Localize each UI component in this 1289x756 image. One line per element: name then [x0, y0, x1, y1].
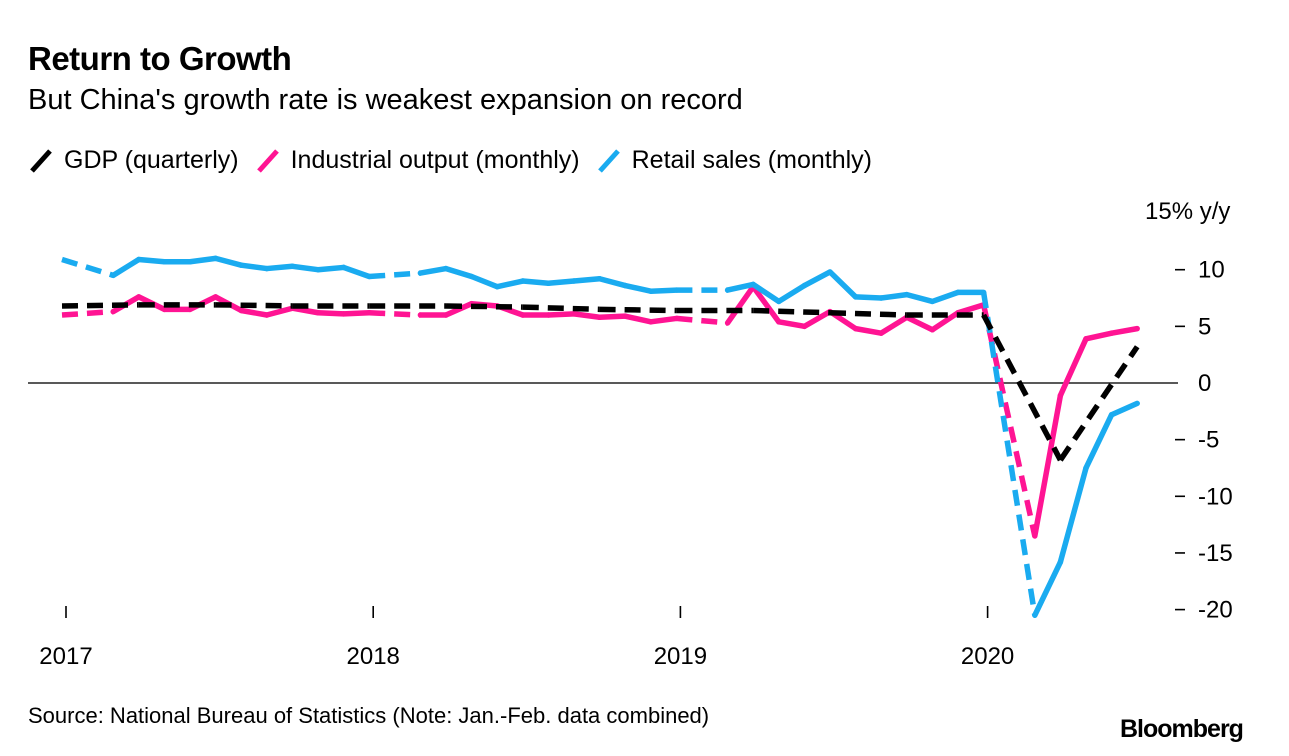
y-tick-label: -10 — [1198, 483, 1233, 510]
y-tick-label: 10 — [1198, 257, 1225, 284]
retail-segment — [61, 256, 115, 278]
retail-segment — [264, 263, 296, 272]
industrial-segment — [776, 319, 808, 330]
retail-segment — [1108, 400, 1140, 418]
industrial-segment — [622, 313, 654, 325]
retail-segment — [596, 276, 628, 289]
industrial-segment — [1032, 392, 1064, 539]
gdp-segment — [981, 313, 1063, 462]
gdp-segment — [445, 303, 523, 310]
y-tick-label: 0 — [1198, 370, 1211, 397]
gdp-segment — [599, 306, 677, 314]
industrial-segment — [676, 315, 728, 326]
legend-item-industrial: Industrial output (monthly) — [255, 144, 580, 176]
industrial-segment — [1057, 336, 1089, 399]
retail-segment — [238, 262, 270, 272]
y-tick-label: -15 — [1198, 540, 1233, 567]
retail-segment — [750, 281, 782, 305]
industrial-segment — [264, 305, 296, 318]
retail-segment — [289, 263, 321, 273]
retail-segment — [340, 264, 372, 280]
industrial-segment — [1108, 325, 1140, 336]
source-note: Source: National Bureau of Statistics (N… — [28, 703, 710, 728]
gdp-segment — [522, 304, 600, 313]
retail-segment — [369, 270, 421, 280]
x-tick-label: 2020 — [961, 643, 1014, 670]
industrial-segment — [929, 310, 961, 333]
industrial-segment — [596, 313, 628, 321]
industrial-segment — [315, 310, 347, 317]
industrial-segment — [369, 310, 421, 318]
industrial-segment — [648, 315, 680, 325]
retail-segment — [187, 255, 219, 265]
retail-segment — [494, 278, 526, 290]
retail-segment — [520, 278, 552, 287]
retail-segment — [545, 278, 577, 287]
industrial-segment — [878, 314, 910, 336]
legend-swatch-gdp — [30, 149, 52, 173]
chart-subtitle: But China's growth rate is weakest expan… — [28, 84, 743, 116]
industrial-segment — [980, 304, 1038, 537]
retail-segment — [1057, 465, 1089, 565]
industrial-segment — [61, 308, 114, 318]
bloomberg-logo: Bloomberg — [1120, 715, 1244, 743]
industrial-segment — [571, 311, 603, 321]
retail-segment — [417, 265, 449, 276]
legend-swatch-industrial — [256, 149, 279, 173]
industrial-segment — [340, 310, 372, 317]
retail-segment — [212, 255, 244, 268]
retail-segment — [648, 287, 680, 294]
gdp-segment — [61, 302, 139, 309]
industrial-segment — [904, 314, 936, 333]
retail-segment — [110, 256, 142, 279]
industrial-segment — [724, 283, 756, 326]
retail-segment — [980, 291, 1038, 616]
retail-segment — [443, 265, 475, 280]
legend-swatch-retail — [597, 149, 620, 173]
retail-segment — [878, 291, 910, 301]
industrial-segment — [289, 305, 321, 316]
x-tick-label: 2018 — [347, 643, 400, 670]
legend-label-industrial: Industrial output (monthly) — [290, 145, 580, 174]
chart-title: Return to Growth — [28, 40, 292, 77]
industrial-segment — [852, 325, 884, 336]
retail-segment — [1083, 411, 1115, 471]
y-tick-label: -20 — [1198, 597, 1233, 624]
industrial-segment — [545, 311, 577, 318]
industrial-segment — [238, 307, 270, 318]
gdp-segment — [829, 310, 907, 318]
x-tick-label: 2019 — [654, 643, 707, 670]
retail-segment — [724, 281, 756, 293]
x-tick-label: 2017 — [39, 643, 92, 670]
y-axis-unit-label: 15% y/y — [1145, 198, 1231, 225]
retail-segment — [622, 282, 654, 294]
gdp-segment — [753, 307, 831, 316]
industrial-segment — [955, 302, 987, 316]
y-tick-label: 5 — [1198, 313, 1211, 340]
retail-segment — [776, 282, 808, 305]
gdp-segment — [1058, 345, 1140, 462]
industrial-segment — [801, 308, 833, 330]
retail-segment — [827, 269, 859, 300]
retail-segment — [929, 289, 961, 305]
retail-segment — [1032, 559, 1064, 619]
gdp-segment — [215, 302, 293, 309]
industrial-segment — [443, 300, 475, 318]
legend: GDP (quarterly) Industrial output (month… — [28, 144, 888, 176]
retail-segment — [904, 291, 936, 305]
retail-segment — [852, 294, 884, 301]
retail-segment — [571, 276, 603, 284]
legend-item-retail: Retail sales (monthly) — [596, 144, 872, 176]
retail-segment — [315, 264, 347, 273]
legend-item-gdp: GDP (quarterly) — [28, 144, 239, 176]
legend-label-gdp: GDP (quarterly) — [64, 145, 239, 174]
retail-segment — [136, 256, 168, 265]
legend-label-retail: Retail sales (monthly) — [631, 145, 872, 174]
y-tick-label: -5 — [1198, 427, 1219, 454]
industrial-segment — [750, 283, 782, 325]
industrial-segment — [1083, 330, 1115, 342]
retail-segment — [801, 269, 833, 289]
retail-segment — [468, 273, 500, 290]
